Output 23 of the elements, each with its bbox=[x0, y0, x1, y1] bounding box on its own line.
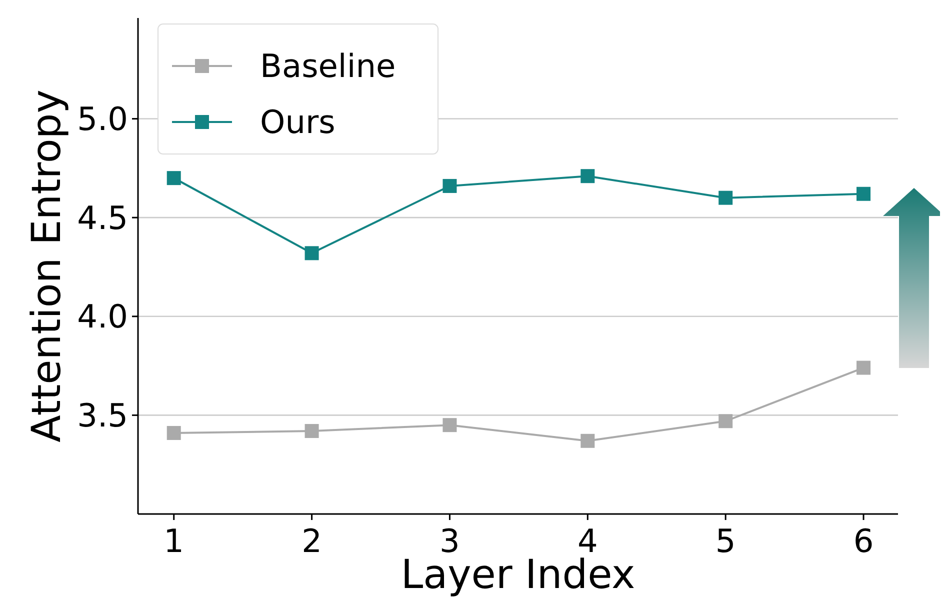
x-tick-label: 2 bbox=[302, 522, 322, 560]
point bbox=[580, 434, 595, 448]
point bbox=[166, 426, 181, 440]
y-tick-label: 4.5 bbox=[77, 198, 128, 237]
y-tick-label: 4.0 bbox=[77, 298, 128, 336]
x-tick-label: 5 bbox=[715, 522, 736, 560]
point bbox=[856, 186, 871, 201]
point bbox=[580, 169, 595, 184]
point bbox=[856, 360, 871, 375]
y-axis-title: Attention Entropy bbox=[24, 90, 70, 442]
point bbox=[442, 178, 457, 193]
point bbox=[304, 246, 319, 260]
point bbox=[718, 190, 733, 205]
x-tick-label: 6 bbox=[853, 522, 874, 560]
y-tick-label: 3.5 bbox=[77, 396, 128, 434]
y-tick-label: 5.0 bbox=[77, 100, 128, 138]
legend-label: Baseline bbox=[260, 47, 396, 86]
x-tick-label: 1 bbox=[164, 522, 184, 560]
point bbox=[166, 171, 181, 186]
point bbox=[304, 424, 319, 438]
point bbox=[442, 418, 457, 432]
point bbox=[718, 414, 733, 428]
legend-label: Ours bbox=[260, 103, 336, 142]
